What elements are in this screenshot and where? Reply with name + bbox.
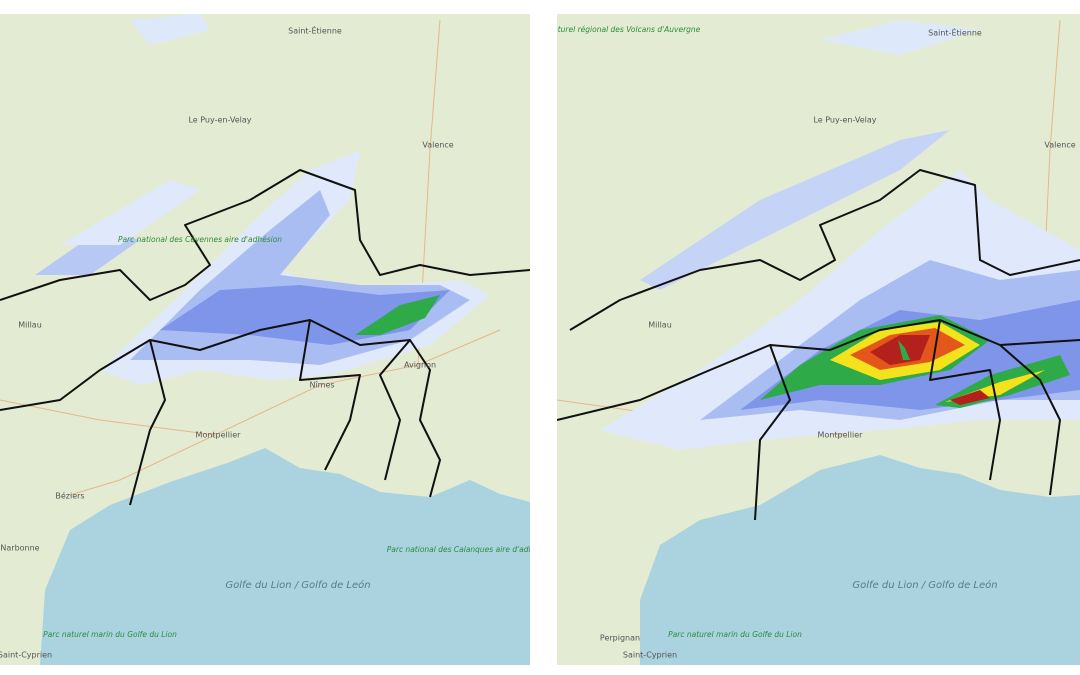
place-label: Valence: [422, 141, 453, 150]
rain: [35, 14, 490, 385]
rain: [600, 20, 1080, 450]
park-label: Parc naturel régional des Volcans d'Auve…: [530, 25, 701, 34]
sea-label: Golfe du Lion / Golfo de León: [225, 579, 370, 591]
rain-area: [898, 340, 910, 360]
department-borders: [557, 169, 1080, 521]
place-label: Narbonne: [0, 544, 39, 553]
place-label: Montpellier: [196, 431, 242, 440]
rain-area: [870, 335, 930, 365]
place-label: Millau: [18, 321, 42, 330]
place-label: Béziers: [55, 491, 84, 501]
department-borders: [0, 169, 530, 506]
place-label: Saint-Étienne: [288, 25, 342, 36]
place-label: Perpignan: [600, 634, 640, 643]
rain-area: [950, 390, 990, 405]
place-label: Montpellier: [818, 431, 864, 440]
place-label: Saint-Cyprien: [0, 651, 52, 660]
place-label: Valence: [1044, 141, 1075, 150]
rain-area: [355, 295, 440, 335]
place-label: Le Puy-en-Velay: [813, 116, 876, 125]
place-label: Avignon: [404, 361, 436, 370]
place-label: Millau: [648, 321, 672, 330]
sea: [640, 455, 1080, 665]
rain-area: [60, 180, 200, 245]
park-label: Parc naturel marin du Golfe du Lion: [43, 630, 177, 639]
sea-label: Golfe du Lion / Golfo de León: [852, 579, 997, 591]
place-label: Saint-Étienne: [928, 27, 982, 38]
rain-area: [130, 14, 210, 45]
park-label: Parc national des Calanques aire d'adhés…: [387, 545, 554, 554]
rain-area: [640, 130, 950, 290]
rain-area: [820, 20, 980, 55]
place-label: Nîmes: [309, 381, 334, 390]
place-label: Saint-Cyprien: [623, 651, 677, 660]
sea: [40, 448, 530, 665]
park-label: Parc naturel marin du Golfe du Lion: [668, 630, 802, 639]
park-label: Parc national des Cévennes aire d'adhési…: [118, 235, 282, 244]
right-map: Parc naturel régional des Volcans d'Auve…: [530, 14, 1080, 665]
place-label: Le Puy-en-Velay: [188, 116, 251, 125]
left-map: Saint-Étienne Le Puy-en-Velay Valence Pa…: [0, 14, 554, 665]
